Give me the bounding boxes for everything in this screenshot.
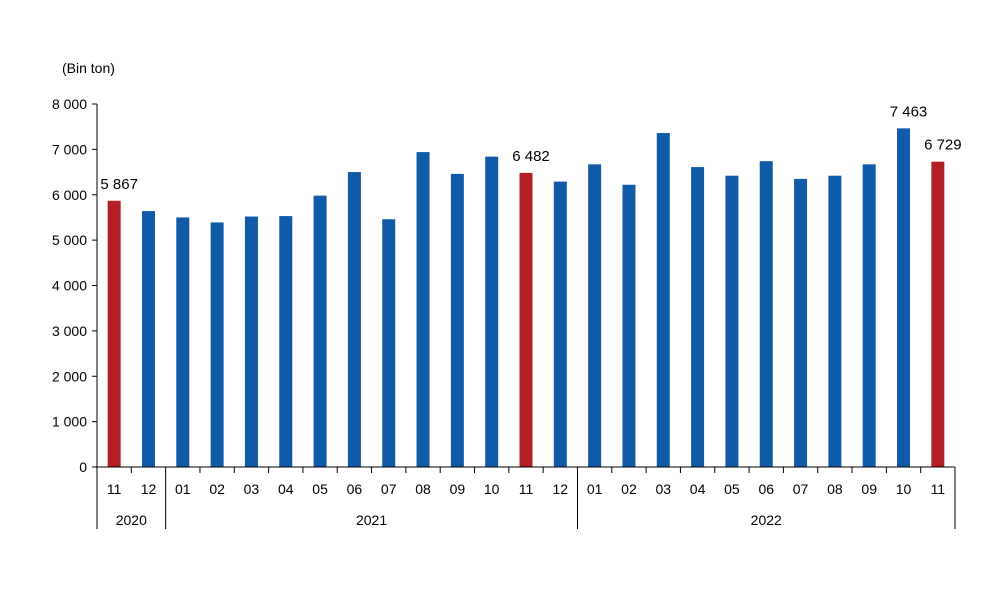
x-tick-label: 06 bbox=[347, 481, 363, 497]
bar bbox=[931, 161, 945, 467]
x-tick-label: 05 bbox=[724, 481, 740, 497]
bar bbox=[759, 161, 773, 468]
y-tick-label: 8 000 bbox=[52, 96, 87, 112]
bar bbox=[553, 181, 567, 467]
bar bbox=[897, 128, 911, 467]
bar bbox=[794, 178, 808, 467]
x-tick-label: 12 bbox=[553, 481, 569, 497]
bar bbox=[656, 133, 670, 468]
x-tick-label: 01 bbox=[175, 481, 191, 497]
data-label: 5 867 bbox=[100, 176, 138, 193]
bars-group bbox=[107, 128, 945, 468]
bar bbox=[416, 152, 430, 467]
x-tick-label: 06 bbox=[758, 481, 774, 497]
bar bbox=[691, 167, 705, 468]
bar bbox=[519, 172, 533, 467]
bar bbox=[588, 164, 602, 467]
data-label: 6 482 bbox=[512, 148, 550, 165]
data-label: 6 729 bbox=[924, 137, 962, 154]
x-tick-label: 11 bbox=[931, 481, 946, 497]
y-tick-label: 3 000 bbox=[52, 323, 87, 339]
data-labels-group: 5 867 6 482 7 463 6 729 bbox=[100, 103, 961, 192]
x-tick-label: 10 bbox=[896, 481, 912, 497]
y-axis: 0 1 000 2 000 3 000 4 000 5 000 6 000 7 000 8 00… bbox=[52, 96, 98, 475]
bar bbox=[244, 216, 258, 467]
bar bbox=[107, 200, 121, 467]
year-label: 2022 bbox=[751, 512, 782, 528]
x-tick-label: 01 bbox=[587, 481, 603, 497]
bar bbox=[450, 173, 464, 467]
x-tick-label: 11 bbox=[519, 481, 534, 497]
x-tick-label: 10 bbox=[484, 481, 500, 497]
x-tick-label: 02 bbox=[209, 481, 225, 497]
x-tick-label: 09 bbox=[450, 481, 466, 497]
y-tick-label: 4 000 bbox=[52, 278, 87, 294]
x-tick-label: 02 bbox=[621, 481, 637, 497]
x-tick-label: 07 bbox=[381, 481, 397, 497]
x-tick-label: 11 bbox=[107, 481, 122, 497]
bar bbox=[828, 175, 842, 467]
y-axis-unit-label: (Bin ton) bbox=[62, 60, 115, 76]
x-tick-label: 12 bbox=[141, 481, 157, 497]
y-tick-label: 0 bbox=[79, 459, 87, 475]
x-tick-label: 05 bbox=[312, 481, 328, 497]
y-tick-label: 5 000 bbox=[52, 232, 87, 248]
y-tick-label: 6 000 bbox=[52, 187, 87, 203]
x-tick-label: 09 bbox=[861, 481, 877, 497]
bar bbox=[279, 216, 293, 467]
bar bbox=[622, 184, 636, 467]
year-label: 2020 bbox=[116, 512, 147, 528]
data-label: 7 463 bbox=[890, 103, 928, 120]
year-label: 2021 bbox=[356, 512, 387, 528]
y-tick-label: 7 000 bbox=[52, 141, 87, 157]
bar bbox=[382, 219, 396, 467]
bar bbox=[347, 172, 361, 467]
x-tick-label: 08 bbox=[827, 481, 843, 497]
bar bbox=[176, 217, 190, 467]
x-tick-label: 03 bbox=[655, 481, 671, 497]
x-tick-label: 03 bbox=[244, 481, 260, 497]
bar bbox=[485, 156, 499, 467]
bar bbox=[313, 195, 327, 467]
y-tick-label: 2 000 bbox=[52, 368, 87, 384]
x-tick-label: 07 bbox=[793, 481, 809, 497]
bar bbox=[210, 222, 224, 467]
x-tick-label: 08 bbox=[415, 481, 431, 497]
x-axis: 11 12 01 02 03 04 05 06 07 08 09 10 11 12 01 02 03 04 05 06… bbox=[96, 466, 956, 529]
bar bbox=[141, 211, 155, 467]
bar bbox=[725, 175, 739, 467]
bar bbox=[862, 164, 876, 467]
x-tick-label: 04 bbox=[278, 481, 294, 497]
x-tick-label: 04 bbox=[690, 481, 706, 497]
y-tick-label: 1 000 bbox=[52, 414, 87, 430]
